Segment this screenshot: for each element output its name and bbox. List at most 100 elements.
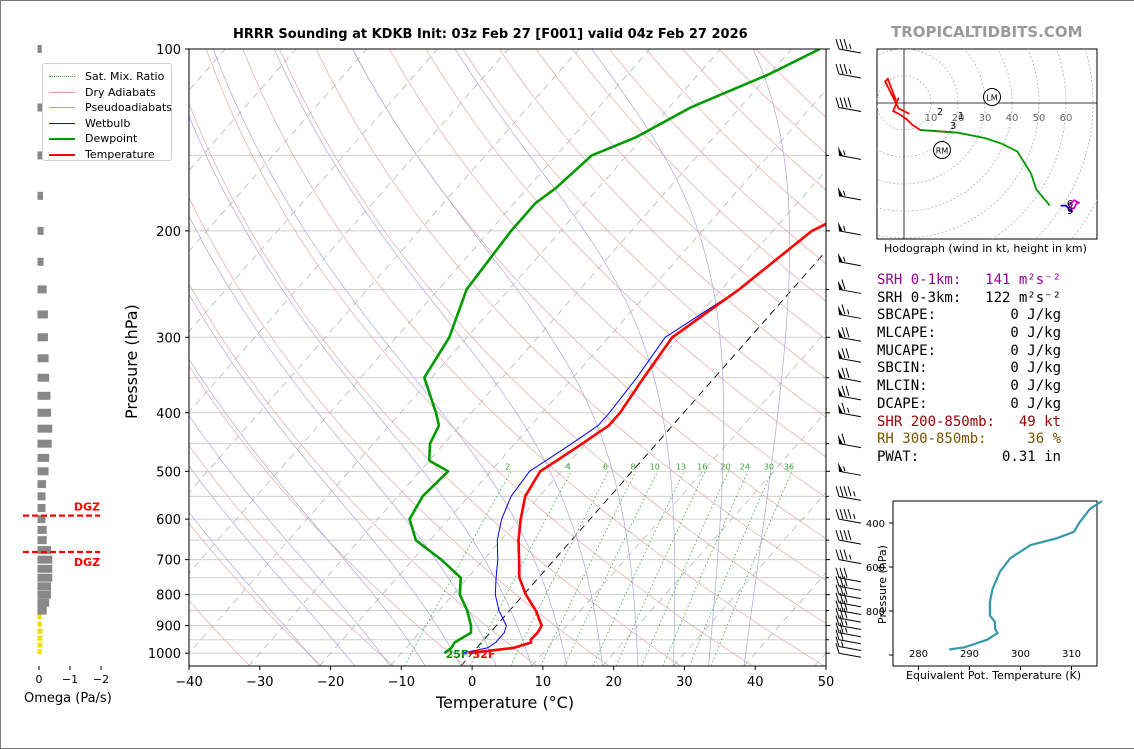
hodograph-ring-label: 30 — [979, 113, 992, 124]
wind-barb-full — [844, 486, 847, 496]
theta-e-y-tick-label: 400 — [866, 519, 885, 530]
wind-barb — [838, 222, 861, 235]
x-tick-label: 40 — [747, 675, 764, 690]
theta-e-y-axis-label: Pressure (hPa) — [876, 545, 889, 624]
wind-barb-flag — [838, 187, 843, 197]
right-mover-label: RM — [936, 147, 949, 156]
index-key: SRH 0-1km: — [877, 272, 961, 290]
wind-barb-full — [842, 327, 845, 337]
wind-barb — [836, 64, 861, 78]
index-value: 49 kt — [1019, 414, 1061, 432]
y-tick-label: 500 — [156, 465, 181, 480]
skewt-y-axis-label: Pressure (hPa) — [122, 304, 141, 419]
dgz-label: DGZ — [74, 556, 100, 569]
mixing-ratio-label: 20 — [720, 462, 730, 471]
omega-bar — [38, 622, 42, 627]
wind-barb-half — [844, 150, 846, 155]
hodograph-height-label: 9 — [1067, 206, 1073, 217]
omega-bar — [38, 504, 46, 512]
index-key: MUCAPE: — [877, 343, 936, 361]
index-row: PWAT:0.31 in — [877, 449, 1061, 467]
y-tick-label: 300 — [156, 331, 181, 346]
omega-bar — [38, 192, 43, 200]
pseudoadiabat — [213, 49, 567, 666]
hodograph-ring-label: 40 — [1006, 113, 1019, 124]
wind-barb-full — [840, 39, 843, 49]
y-tick-label: 600 — [156, 513, 181, 528]
y-tick-label: 400 — [156, 407, 181, 422]
x-tick-label: 30 — [676, 675, 693, 690]
omega-bar — [38, 526, 47, 534]
y-tick-label: 900 — [156, 620, 181, 635]
wind-barb-staff — [839, 196, 861, 200]
pseudoadiabat — [455, 49, 675, 666]
legend-label: Wetbulb — [85, 117, 130, 131]
wind-barb — [836, 98, 861, 112]
mixing-ratio-label: 6 — [603, 462, 608, 471]
mixing-ratio-label: 10 — [650, 462, 660, 471]
index-row: MLCAPE:0 J/kg — [877, 325, 1061, 343]
y-tick-label: 700 — [156, 554, 181, 569]
wind-barb-full — [836, 530, 839, 540]
mixing-ratio-label: 13 — [676, 462, 686, 471]
index-value: 36 % — [1027, 431, 1061, 449]
pseudoadiabat — [352, 49, 637, 666]
index-value: 122 m²s⁻² — [985, 290, 1061, 308]
wind-barb — [836, 509, 861, 523]
theta-e-x-tick-label: 300 — [1011, 649, 1030, 660]
index-value: 0 J/kg — [1010, 343, 1061, 361]
wind-barb-full — [840, 64, 843, 74]
wind-barb-half — [844, 191, 846, 196]
wind-barb-half — [844, 226, 846, 231]
theta-e-x-tick-label: 310 — [1062, 649, 1081, 660]
y-tick-label: 1000 — [148, 647, 181, 662]
hodograph-caption: Hodograph (wind in kt, height in km) — [884, 242, 1087, 255]
omega-bar — [38, 454, 50, 462]
wind-barb — [838, 327, 861, 341]
wind-barb-half — [854, 491, 856, 496]
wind-barb-full — [844, 509, 847, 519]
mixing-ratio-line — [540, 471, 636, 666]
dry-adiabat — [206, 49, 752, 666]
omega-bar — [38, 574, 53, 582]
omega-bar — [38, 649, 42, 654]
omega-bar — [38, 392, 51, 400]
wind-barb-full — [848, 509, 851, 519]
wind-barb-staff — [839, 413, 861, 417]
wind-barb-half — [850, 44, 852, 49]
mixing-ratio-line — [663, 471, 748, 666]
omega-bar — [38, 591, 52, 599]
omega-bar — [38, 636, 43, 641]
index-key: PWAT: — [877, 449, 919, 467]
index-row: SRH 0-3km:122 m²s⁻² — [877, 290, 1061, 308]
wind-barb-staff — [839, 444, 861, 448]
isotherm — [178, 49, 721, 666]
index-row: MUCAPE: 0 J/kg — [877, 343, 1061, 361]
wind-barb-half — [854, 514, 856, 519]
wind-barb-staff — [839, 337, 861, 341]
wind-barb-half — [850, 69, 852, 74]
mixing-ratio-line — [689, 471, 772, 666]
index-row: SRH 0-1km: 141 m²s⁻² — [877, 272, 1061, 290]
hodograph-ring-label: 50 — [1033, 113, 1046, 124]
x-tick-label: 20 — [605, 675, 622, 690]
surface-temperature-label: 32F — [473, 648, 496, 661]
wind-barb-full — [842, 368, 845, 378]
index-value: 141 m²s⁻² — [985, 272, 1061, 290]
omega-bar — [38, 285, 47, 293]
wind-barb-staff — [839, 586, 861, 590]
wind-barb-full — [842, 304, 845, 314]
omega-bar — [38, 480, 47, 488]
wind-barb-full — [848, 530, 851, 540]
mixing-ratio-label: 30 — [764, 462, 774, 471]
wind-barb-half — [848, 408, 850, 413]
wind-barb — [838, 348, 861, 362]
y-tick-label: 200 — [156, 225, 181, 240]
omega-bar — [38, 467, 49, 475]
wind-barb-staff — [839, 378, 861, 382]
theta-e-x-tick-label: 280 — [909, 649, 928, 660]
wind-barb — [838, 146, 861, 159]
